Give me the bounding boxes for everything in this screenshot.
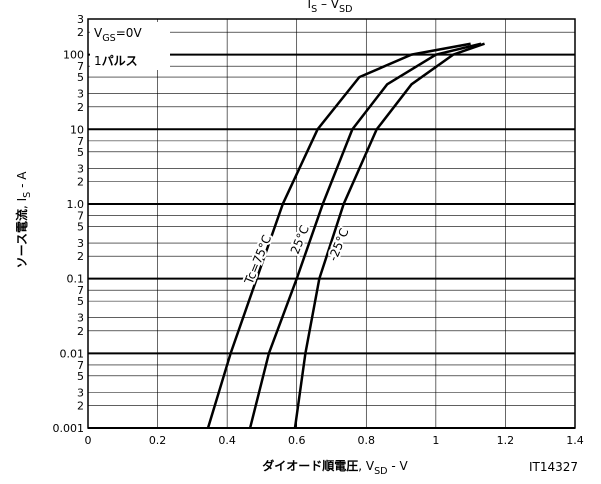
text-part: , I [15, 198, 29, 209]
y-tick-label: 5 [77, 71, 84, 84]
x-axis-label: ダイオード順電圧, VSD - V [262, 458, 408, 477]
y-tick-label: 2 [77, 325, 84, 338]
y-tick-label: 0.1 [67, 273, 85, 286]
y-tick-label: 7 [77, 60, 84, 73]
y-tick-label: 7 [77, 135, 84, 148]
text-part: =0V [116, 26, 143, 40]
annotation: VGS=0V [94, 26, 142, 44]
chart-title: IS – VSD [308, 0, 353, 15]
y-tick-label: 2 [77, 250, 84, 263]
plot-frame [87, 18, 576, 429]
text-part: SD [374, 466, 387, 477]
y-tick-label: 3 [77, 88, 84, 101]
text-part: ダイオード順電圧 [262, 458, 358, 473]
y-tick-label: 7 [77, 284, 84, 297]
curve [293, 42, 485, 429]
y-tick-label: 5 [77, 370, 84, 383]
y-tick-label: 10 [70, 123, 84, 136]
text-part: GS [102, 33, 116, 44]
y-tick-label: 3 [77, 13, 84, 26]
text-part: ソース電流 [14, 209, 29, 268]
y-tick-label: 5 [77, 220, 84, 233]
text-part: V [94, 26, 103, 40]
y-tick-label: 3 [77, 386, 84, 399]
annotation-bg [90, 22, 170, 70]
text-part: I [308, 0, 312, 11]
text-part: - A [15, 171, 29, 192]
y-tick-label: 3 [77, 237, 84, 250]
x-tick-label: 1.4 [566, 434, 584, 447]
x-tick-label: 0.2 [149, 434, 167, 447]
figure-id: IT14327 [529, 460, 578, 474]
x-tick-label: 1.2 [497, 434, 515, 447]
text-part: 1 [94, 54, 102, 68]
y-tick-label: 1.0 [67, 198, 85, 211]
text-part: – V [317, 0, 340, 11]
text-part: , V [358, 459, 375, 473]
curve [206, 42, 471, 429]
y-tick-label: 2 [77, 400, 84, 413]
y-tick-label: 0.01 [60, 347, 85, 360]
plot-area [87, 18, 576, 429]
y-tick-label: 2 [77, 26, 84, 39]
y-tick-label: 100 [63, 49, 84, 62]
y-tick-label: 5 [77, 295, 84, 308]
y-tick-label: 3 [77, 162, 84, 175]
y-tick-label: 5 [77, 146, 84, 159]
text-part: パルス [102, 54, 138, 68]
curve [248, 42, 482, 429]
annotation: 1パルス [94, 54, 138, 68]
y-tick-label: 0.001 [53, 422, 85, 435]
text-part: S [22, 192, 33, 198]
y-tick-label: 7 [77, 359, 84, 372]
y-tick-label: 2 [77, 101, 84, 114]
y-tick-label: 2 [77, 175, 84, 188]
text-part: S [311, 4, 317, 15]
x-tick-label: 0 [85, 434, 92, 447]
x-tick-label: 0.8 [358, 434, 376, 447]
x-tick-label: 0.4 [218, 434, 236, 447]
y-axis-label: ソース電流, IS - A [14, 171, 33, 269]
text-part: SD [339, 4, 352, 15]
x-tick-label: 0.6 [288, 434, 306, 447]
text-part: - V [388, 459, 409, 473]
x-tick-label: 1 [432, 434, 439, 447]
y-tick-label: 3 [77, 312, 84, 325]
y-tick-label: 7 [77, 210, 84, 223]
